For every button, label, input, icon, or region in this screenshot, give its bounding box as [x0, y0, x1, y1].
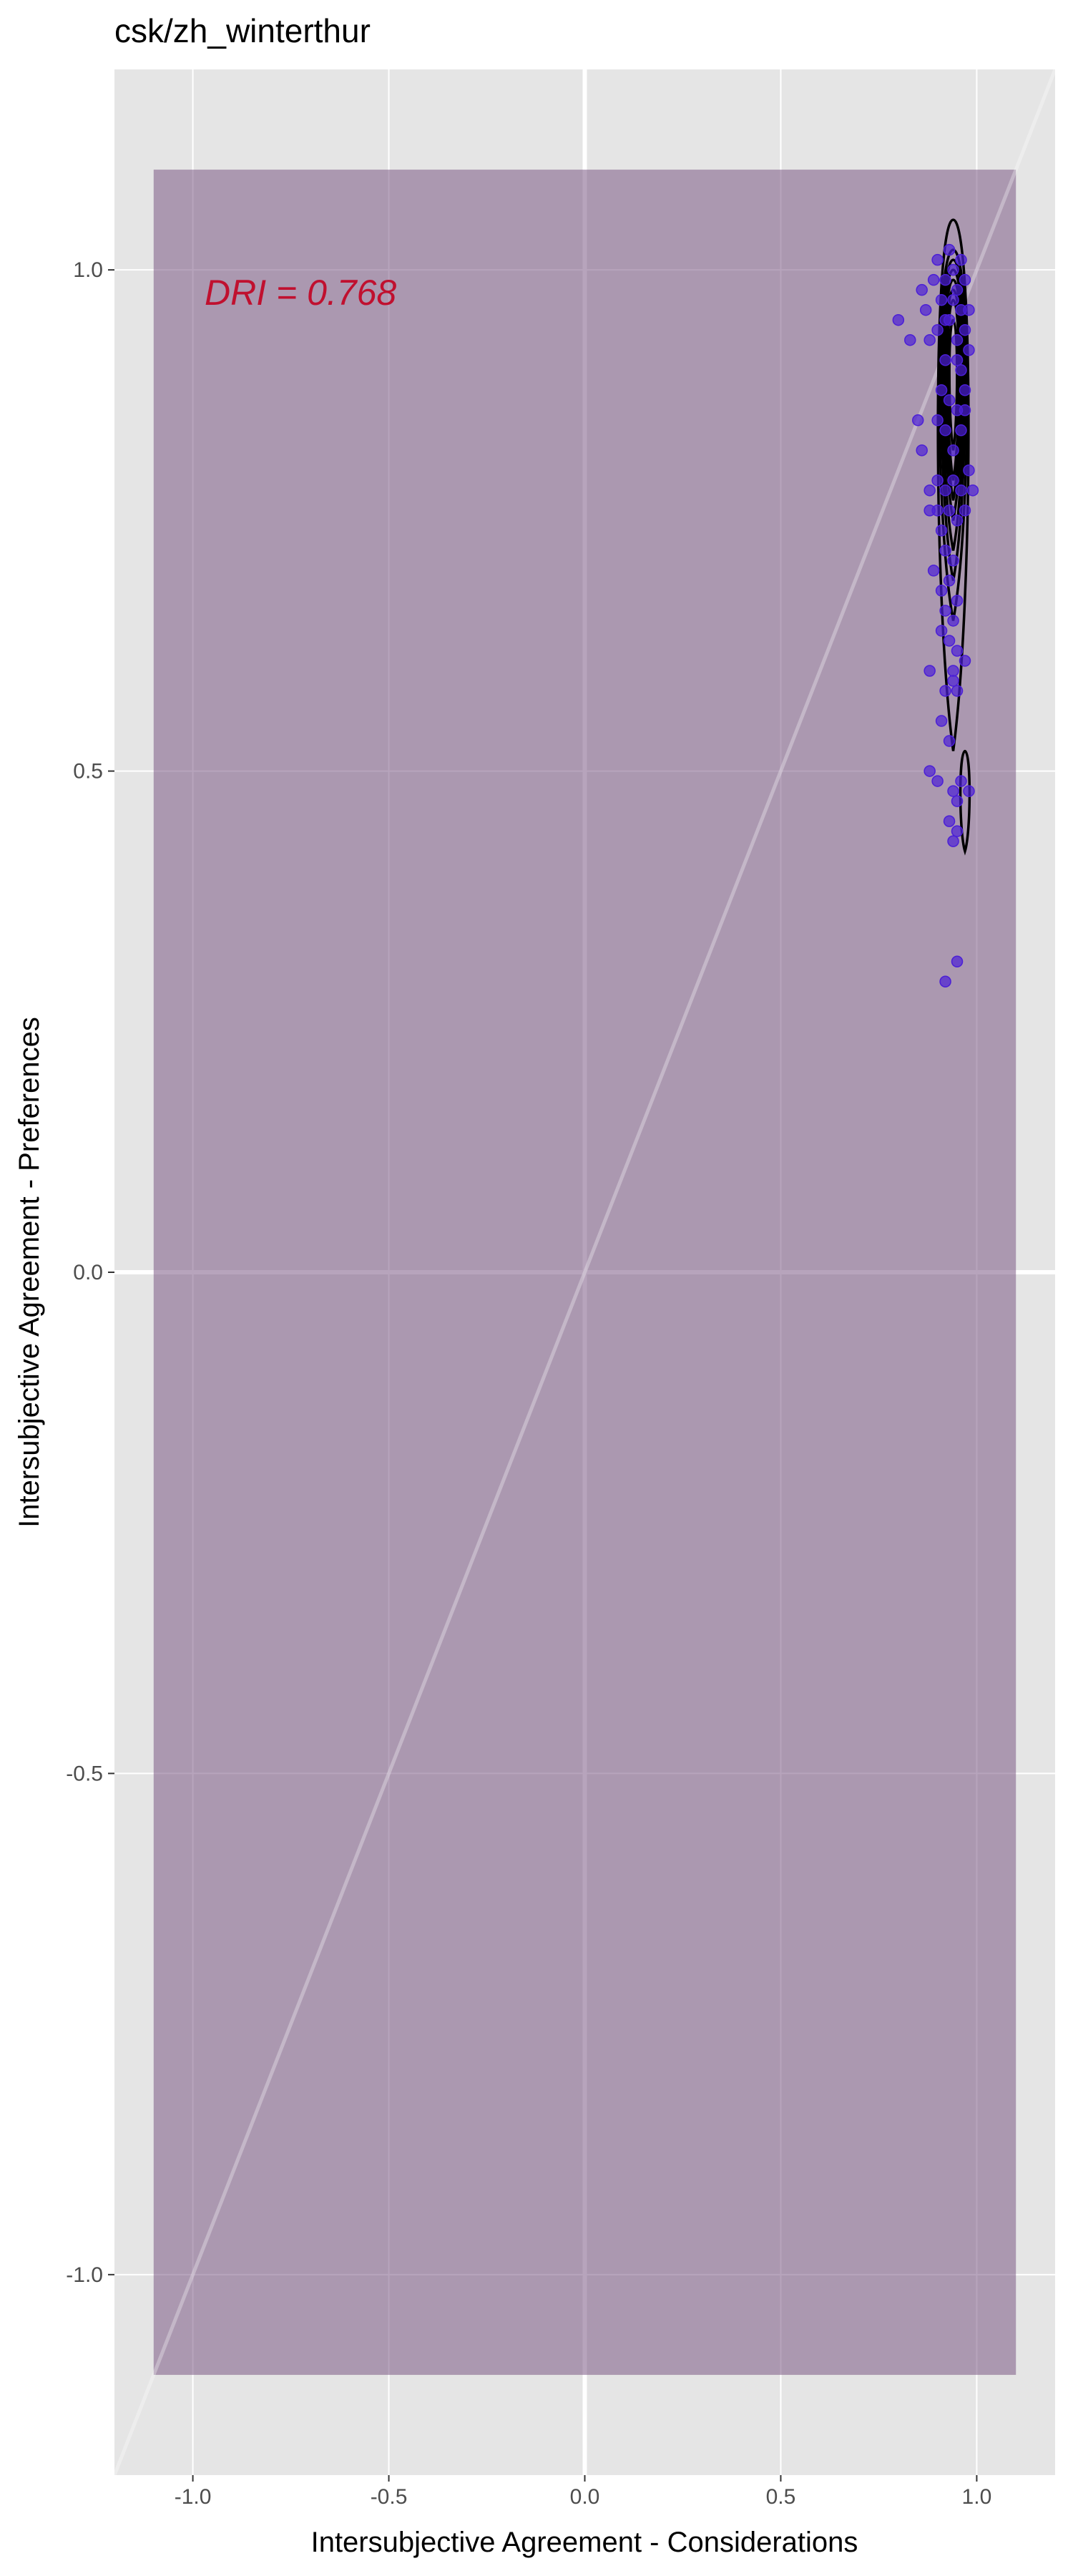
data-point — [947, 675, 959, 687]
data-point — [959, 655, 971, 667]
data-point — [939, 353, 951, 366]
data-point — [916, 444, 928, 457]
data-point — [943, 394, 956, 406]
data-point — [959, 404, 971, 416]
y-axis-title: Intersubjective Agreement - Preferences — [14, 1017, 45, 1528]
data-point — [943, 635, 956, 647]
data-point — [951, 825, 964, 837]
data-point — [935, 625, 948, 637]
data-point — [923, 765, 936, 777]
data-point — [923, 333, 936, 346]
data-point — [931, 775, 944, 787]
data-point — [935, 384, 948, 396]
density-contour-ring — [936, 218, 970, 751]
x-tick-label: 0.5 — [766, 2485, 796, 2509]
data-point — [947, 263, 959, 276]
x-tick-label: 0.0 — [570, 2485, 600, 2509]
data-point — [911, 414, 924, 426]
data-point — [919, 303, 932, 316]
data-point — [951, 795, 964, 807]
data-point — [951, 514, 964, 527]
data-point — [931, 253, 944, 266]
data-point — [943, 504, 956, 517]
data-point — [959, 323, 971, 336]
data-point — [935, 525, 948, 537]
data-point — [931, 414, 944, 426]
y-tick-label: 0.5 — [73, 760, 103, 784]
data-point — [947, 615, 959, 627]
data-point — [916, 283, 928, 296]
shaded-region — [153, 170, 1016, 2375]
data-point — [943, 815, 956, 827]
data-point — [943, 243, 956, 256]
data-point — [966, 484, 979, 497]
data-point — [963, 785, 975, 797]
data-point — [923, 484, 936, 497]
data-point — [951, 955, 964, 967]
x-tick-label: 1.0 — [962, 2485, 992, 2509]
data-point — [963, 343, 975, 356]
data-point — [931, 474, 944, 487]
data-point — [939, 273, 951, 286]
data-point — [939, 545, 951, 557]
data-point — [943, 575, 956, 587]
y-tick-label: 1.0 — [73, 258, 103, 282]
data-point — [955, 253, 967, 266]
data-point — [927, 273, 940, 286]
data-point — [939, 605, 951, 617]
data-point — [931, 323, 944, 336]
data-point — [927, 565, 940, 577]
data-point — [955, 364, 967, 376]
data-point — [947, 665, 959, 677]
data-point — [955, 775, 967, 787]
data-point — [939, 424, 951, 436]
data-point — [939, 313, 951, 326]
chart-title: csk/zh_winterthur — [114, 12, 371, 49]
data-point — [935, 585, 948, 597]
data-point — [947, 293, 959, 306]
data-point — [939, 484, 951, 497]
data-point — [963, 464, 975, 477]
y-tick-label: -0.5 — [66, 1762, 103, 1785]
data-point — [904, 333, 916, 346]
x-axis: -1.0 -0.5 0.0 0.5 1.0 — [175, 2475, 992, 2509]
data-point — [939, 685, 951, 697]
data-point — [947, 785, 959, 797]
data-point — [959, 384, 971, 396]
data-point — [959, 273, 971, 286]
x-tick-label: -0.5 — [371, 2485, 408, 2509]
y-axis: -1.0 -0.5 0.0 0.5 1.0 — [66, 258, 114, 2287]
data-point — [947, 474, 959, 487]
data-point — [935, 293, 948, 306]
x-axis-title: Intersubjective Agreement - Consideratio… — [311, 2527, 858, 2558]
identity-diagonal-line — [112, 69, 1057, 2476]
y-tick-label: -1.0 — [66, 2263, 103, 2287]
data-point — [943, 735, 956, 747]
data-point — [931, 504, 944, 517]
data-point — [959, 504, 971, 517]
data-point — [951, 645, 964, 657]
data-point — [939, 975, 951, 988]
data-point — [935, 715, 948, 727]
data-point — [951, 595, 964, 607]
data-point — [892, 313, 905, 326]
data-points — [892, 243, 979, 988]
data-point — [947, 835, 959, 847]
data-point — [955, 303, 967, 316]
dri-annotation: DRI = 0.768 — [205, 273, 396, 313]
data-point — [951, 685, 964, 697]
data-point — [951, 283, 964, 296]
data-point — [955, 424, 967, 436]
data-point — [951, 333, 964, 346]
data-point — [955, 484, 967, 497]
data-point — [947, 444, 959, 457]
data-point — [947, 555, 959, 567]
x-tick-label: -1.0 — [175, 2485, 212, 2509]
data-point — [923, 665, 936, 677]
data-point — [951, 353, 964, 366]
density-contour-ring — [959, 749, 971, 856]
y-tick-label: 0.0 — [73, 1261, 103, 1284]
